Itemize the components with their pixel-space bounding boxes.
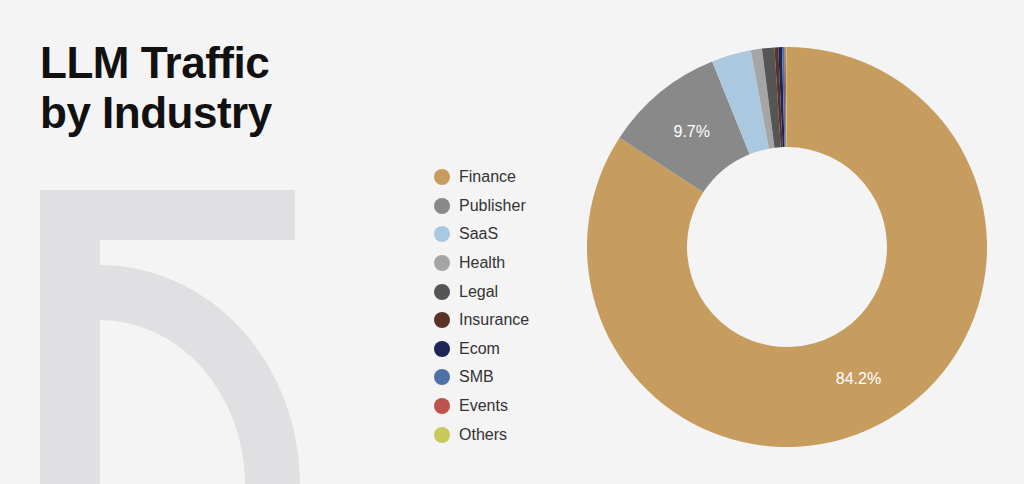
html-text:Insurance: Insurance (459, 311, 530, 329)
html-text:Publisher: Publisher (459, 196, 526, 214)
html-text:Finance: Finance (459, 168, 516, 186)
html-text:Health: Health (459, 254, 506, 272)
html-text:SMB: SMB (459, 368, 494, 386)
html-text:Others: Others (459, 425, 507, 443)
html-text:Ecom: Ecom (459, 339, 500, 357)
svg-text:84.2%: 84.2% (836, 370, 881, 387)
html-text:Events: Events (459, 397, 508, 414)
html-text:SaaS: SaaS (459, 225, 499, 243)
html-text:Legal: Legal (459, 282, 499, 300)
html-text:LLM Traffic by Industry: LLM Traffic by Industry (40, 38, 272, 137)
svg-text:9.7%: 9.7% (674, 123, 710, 140)
